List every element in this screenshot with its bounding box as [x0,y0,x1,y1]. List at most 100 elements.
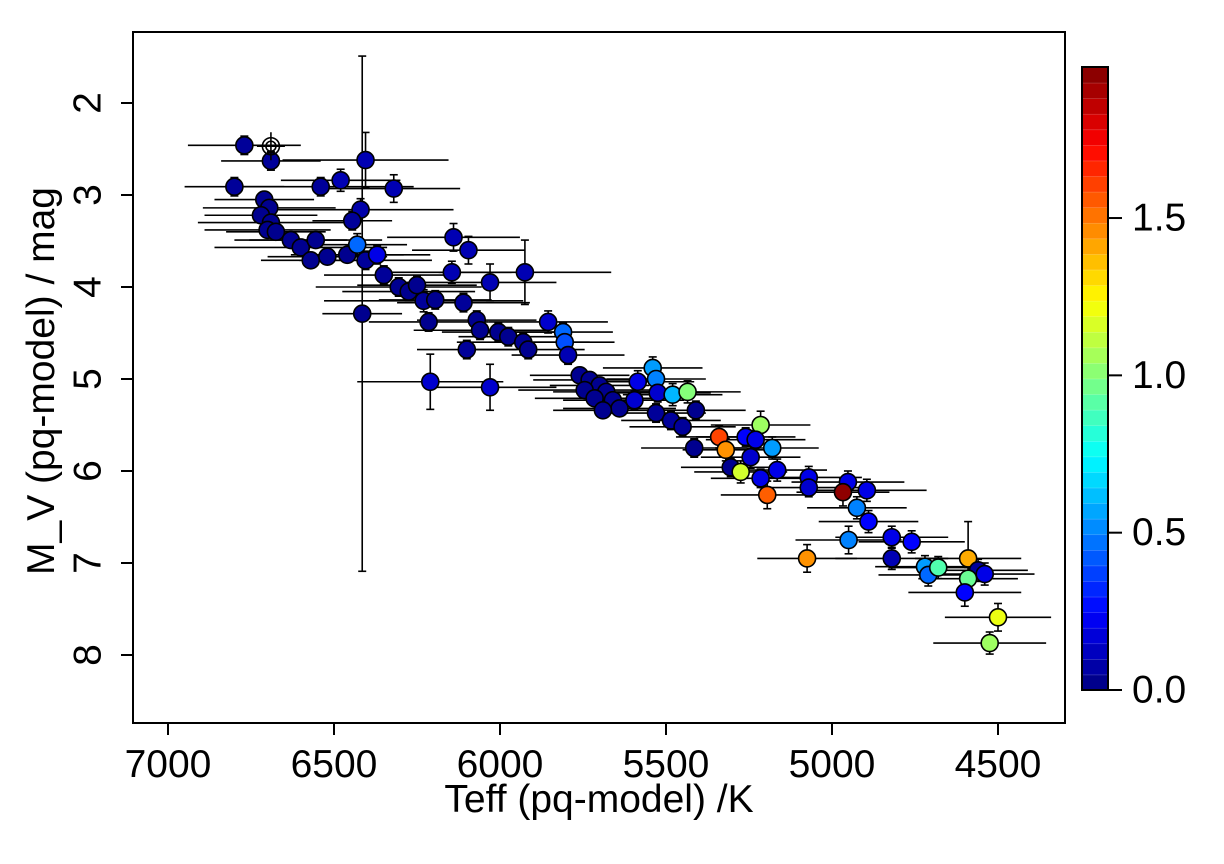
colorbar-level [1081,502,1109,520]
data-point [847,498,867,518]
data-point [356,150,375,170]
colorbar-level [1081,222,1109,240]
colorbar-level [1081,331,1109,349]
data-point [975,564,995,584]
data-point [454,293,473,312]
sun-marker-outer-circle [261,136,281,156]
data-point [684,438,704,458]
data-point [235,136,254,155]
data-point [928,558,948,577]
colorbar-level [1081,409,1109,427]
data-point [442,262,462,282]
y-tick-label: 5 [67,368,110,390]
data-point [678,382,697,402]
data-point [593,400,613,420]
colorbar-level [1081,518,1109,536]
colorbar-level [1081,269,1109,286]
data-point [558,345,578,365]
colorbar-level [1081,191,1109,208]
colorbar-level [1081,642,1109,660]
colorbar-tick-label: 1.5 [1132,197,1186,240]
data-point [799,478,819,497]
data-point [746,430,765,450]
colorbar-level [1081,378,1109,395]
data-point [306,230,326,250]
x-tick-label: 4500 [955,743,1042,786]
colorbar-level [1081,487,1109,504]
data-point [625,390,644,410]
colorbar-level [1081,580,1109,598]
data-point [751,469,770,488]
colorbar-level [1081,424,1109,442]
sun-marker-inner-circle [265,140,277,153]
data-point [311,177,331,197]
data-point [266,222,286,242]
data-point [980,633,1000,653]
colorbar-level [1081,238,1109,255]
colorbar-tick-label: 0.0 [1132,669,1186,712]
data-point [515,262,535,282]
x-tick-label: 6000 [457,743,544,786]
data-point [741,447,760,467]
colorbar-level [1081,175,1109,193]
colorbar-level [1081,284,1109,302]
y-tick-label: 2 [67,92,110,114]
colorbar-tick-label: 0.5 [1132,511,1186,554]
data-point [291,238,311,257]
colorbar-level [1081,549,1109,567]
y-axis-title: M_V (pq-model) / mag [20,187,63,575]
data-point [857,481,877,500]
data-point [663,385,682,404]
data-point [342,211,362,231]
colorbar-level [1081,300,1109,318]
colorbar-level [1081,253,1109,271]
colorbar-level [1081,66,1109,84]
data-point [384,179,404,198]
y-tick-label: 6 [67,460,110,482]
data-point [628,372,648,392]
data-point [419,312,438,332]
y-tick-label: 4 [67,276,110,298]
colorbar-level [1081,627,1109,645]
data-point [425,290,445,310]
colorbar-level [1081,611,1109,629]
y-tick-label: 8 [67,644,110,666]
data-point [457,340,477,359]
data-point [716,440,736,460]
data-point [902,532,921,552]
data-point [839,530,858,550]
x-tick-label: 5500 [623,743,710,786]
colorbar-level [1081,129,1109,146]
y-tick-label: 7 [67,552,110,574]
data-point [538,312,558,332]
data-point [407,275,427,295]
colorbar-level [1081,533,1109,551]
y-tick-label: 3 [67,184,110,206]
data-point [480,273,500,292]
data-point [673,417,692,437]
colorbar-level [1081,596,1109,613]
colorbar-level [1081,440,1109,458]
data-point [374,265,394,285]
data-point [955,583,975,602]
data-point [762,438,782,458]
colorbar-level [1081,347,1109,364]
x-tick-label: 7000 [125,743,212,786]
data-point [797,549,817,568]
data-point [444,228,463,247]
data-point [331,170,350,190]
colorbar-frame [1081,66,1109,691]
data-point [833,482,853,502]
data-point [225,177,244,197]
colorbar-level [1081,113,1109,131]
colorbar-tick-label: 1.0 [1132,354,1186,397]
data-point [882,549,902,568]
colorbar-level [1081,206,1109,224]
data-point [301,251,321,270]
data-point [958,549,978,568]
colorbar-level [1081,456,1109,473]
data-point [859,512,878,531]
colorbar-level [1081,471,1109,489]
